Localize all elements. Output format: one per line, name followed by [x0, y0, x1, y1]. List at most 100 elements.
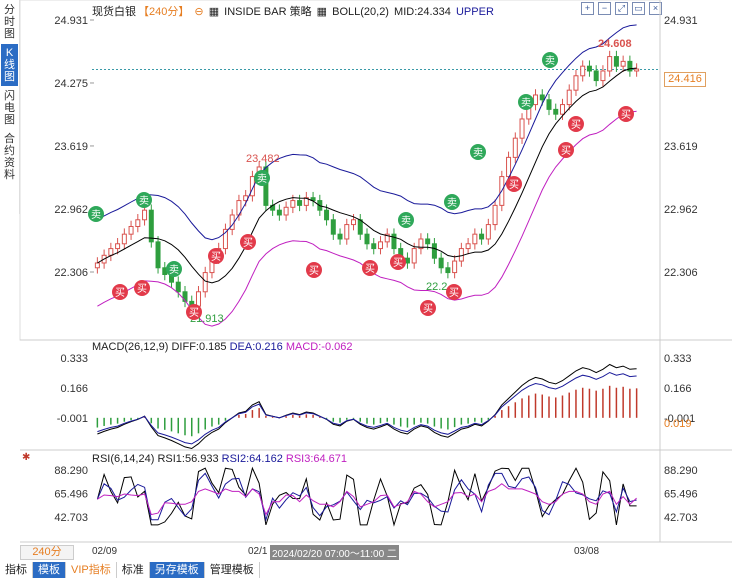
chart-icon: ▦	[208, 6, 220, 18]
rsi-title: RSI(6,14,24) RSI1:56.933 RSI2:64.162 RSI…	[92, 453, 347, 465]
tab-indicators[interactable]: 指标	[0, 562, 33, 578]
sell-signal-icon	[518, 94, 534, 110]
candle-body	[634, 68, 640, 72]
sell-signal-label: 卖	[257, 173, 267, 185]
zoom-in-icon[interactable]: +	[581, 2, 594, 15]
sell-signal-label: 卖	[401, 215, 411, 227]
candle-body	[351, 219, 357, 226]
candle-body	[566, 89, 572, 106]
candle-body	[357, 219, 363, 235]
macd-tick-label: 0.333	[664, 353, 692, 365]
buy-signal-label: 买	[309, 265, 319, 277]
tab-vip-indicators[interactable]: VIP指标	[66, 562, 117, 578]
buy-signal-label: 买	[621, 109, 631, 121]
boll-label[interactable]: BOLL(20,2)	[332, 6, 389, 18]
sell-signal-icon	[136, 192, 152, 208]
tab-manage-template[interactable]: 管理模板	[205, 562, 260, 578]
rsi3-line	[97, 483, 637, 516]
rsi-tick-label: 65.496	[664, 489, 698, 501]
tab-template[interactable]: 模板	[33, 562, 66, 578]
candle-body	[546, 99, 552, 110]
candle-body	[438, 257, 444, 269]
candle-body	[492, 204, 498, 226]
settings-icon[interactable]: ⊖	[194, 6, 204, 18]
macd-tick-label: 0.333	[60, 353, 88, 365]
buy-signal-label: 买	[189, 307, 199, 319]
window-icon[interactable]: ▭	[632, 2, 645, 15]
macd-name: MACD(26,12,9)	[92, 341, 169, 353]
date-label: 02/1	[248, 546, 268, 557]
candle-body	[431, 243, 437, 259]
boll-mid-line	[97, 67, 637, 284]
rsi-tick-label: 65.496	[54, 489, 88, 501]
buy-signal-icon	[420, 300, 436, 316]
candle-body	[303, 197, 309, 206]
price-tick-label: 22.306	[54, 267, 88, 279]
period-select[interactable]: 240分	[20, 545, 74, 560]
candle-body	[586, 65, 592, 72]
zoom-out-icon[interactable]: −	[598, 2, 611, 15]
tab-kline[interactable]: K线图	[1, 44, 18, 86]
period-label[interactable]: 【240分】	[138, 6, 190, 18]
candle-body	[425, 238, 431, 245]
candle-body	[519, 118, 525, 139]
candle-body	[384, 233, 390, 243]
high-label: 24.608	[598, 38, 632, 50]
candle-body	[627, 60, 633, 72]
candle-body	[479, 233, 485, 240]
buy-signal-label: 买	[243, 237, 253, 249]
candle-body	[445, 267, 451, 274]
instrument-name: 现货白银	[92, 6, 136, 18]
boll-upper-line	[97, 24, 637, 241]
buy-signal-icon	[446, 284, 462, 300]
price-tick-label: 22.962	[664, 204, 698, 216]
tab-save-template[interactable]: 另存模板	[149, 562, 205, 578]
rsi-name: RSI(6,14,24)	[92, 453, 155, 465]
close-icon[interactable]: ×	[649, 2, 662, 15]
candle-body	[391, 233, 397, 250]
fullscreen-icon[interactable]: ⤢	[615, 2, 628, 15]
rsi1-value: RSI1:56.933	[157, 453, 219, 465]
tab-contract-info[interactable]: 合约资料	[4, 133, 15, 181]
candle-body	[452, 260, 458, 274]
buy-signal-icon	[186, 304, 202, 320]
tab-timeshare[interactable]: 分时图	[4, 4, 15, 40]
macd-current: 0.019	[664, 418, 692, 430]
candle-body	[533, 94, 539, 106]
buy-signal-icon	[208, 248, 224, 264]
candle-body	[175, 281, 181, 293]
candle-body	[593, 70, 599, 82]
candle-body	[344, 224, 350, 240]
sell-signal-label: 卖	[521, 97, 531, 109]
buy-signal-label: 买	[449, 287, 459, 299]
candle-body	[580, 65, 586, 77]
price-tick-label: 23.619	[664, 141, 698, 153]
candle-body	[108, 248, 114, 256]
sell-signal-label: 卖	[139, 195, 149, 207]
boll-mid: MID:24.334	[394, 6, 451, 18]
price-tick-label: 24.931	[54, 15, 88, 27]
buy-signal-label: 买	[137, 283, 147, 295]
candle-body	[377, 241, 383, 250]
buy-signal-icon	[506, 176, 522, 192]
buy-signal-icon	[112, 284, 128, 300]
candle-body	[195, 291, 201, 307]
candle-body	[222, 228, 228, 250]
buy-signal-label: 买	[211, 251, 221, 263]
strategy-label[interactable]: INSIDE BAR 策略	[224, 6, 312, 18]
rsi2-value: RSI2:64.162	[221, 453, 283, 465]
buy-signal-label: 买	[115, 287, 125, 299]
price-tick-label: 24.275	[54, 78, 88, 90]
sell-signal-label: 卖	[473, 147, 483, 159]
candle-body	[539, 94, 545, 101]
candle-body	[404, 257, 410, 264]
sell-signal-icon	[166, 261, 182, 277]
macd-dea-line	[97, 371, 637, 445]
rsi-settings-icon[interactable]: ✱	[22, 452, 31, 463]
sell-signal-icon	[444, 194, 460, 210]
macd-tick-label: 0.166	[60, 383, 88, 395]
tab-standard[interactable]: 标准	[117, 562, 150, 578]
buy-signal-label: 买	[393, 257, 403, 269]
tab-lightning[interactable]: 闪电图	[4, 90, 15, 126]
